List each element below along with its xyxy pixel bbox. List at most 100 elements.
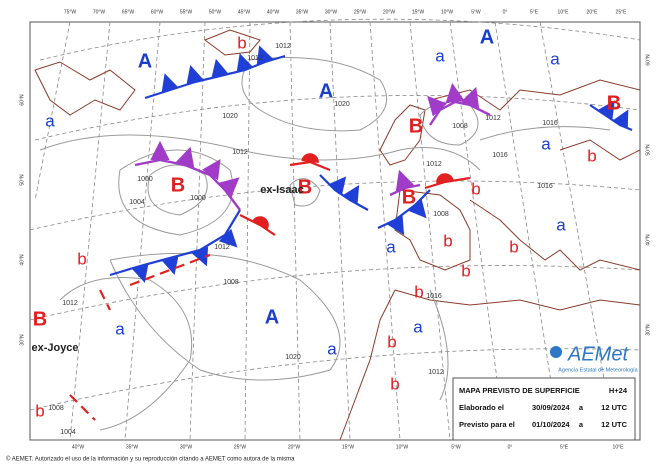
pressure-center: A bbox=[138, 50, 152, 72]
pressure-center: A bbox=[480, 26, 494, 48]
pressure-center: a bbox=[327, 339, 337, 358]
longitude-label: 25°W bbox=[354, 9, 367, 15]
info-cell: 12 UTC bbox=[601, 403, 627, 412]
isobar-label: 1016 bbox=[542, 120, 558, 127]
storm-name: ex-Isaac bbox=[260, 184, 303, 196]
info-cell: 12 UTC bbox=[601, 420, 627, 429]
longitude-label: 20°E bbox=[587, 9, 599, 15]
pressure-center: b bbox=[461, 261, 470, 280]
longitude-label: 65°W bbox=[122, 9, 135, 15]
aemet-logo bbox=[550, 346, 562, 358]
pressure-center: B bbox=[402, 186, 416, 208]
info-box bbox=[452, 377, 636, 441]
longitude-label: 10°E bbox=[613, 444, 625, 450]
info-title: MAPA PREVISTO DE SUPERFICIE bbox=[459, 386, 580, 395]
latitude-label: 60°N bbox=[645, 54, 651, 66]
pressure-center: a bbox=[386, 237, 396, 256]
isobar-label: 1004 bbox=[60, 429, 76, 436]
pressure-center: a bbox=[550, 49, 560, 68]
latitude-label: 40°N bbox=[645, 234, 651, 246]
latitude-label: 30°N bbox=[645, 324, 651, 336]
pressure-center: B bbox=[171, 174, 185, 196]
pressure-center: b bbox=[587, 146, 596, 165]
pressure-center: b bbox=[443, 231, 452, 250]
isobar-label: 1020 bbox=[285, 354, 301, 361]
longitude-label: 35°W bbox=[126, 444, 139, 450]
longitude-label: 0° bbox=[508, 444, 513, 450]
copyright: © AEMET. Autorizado el uso de la informa… bbox=[6, 456, 295, 463]
isobar-label: 1000 bbox=[137, 176, 153, 183]
storm-name: ex-Joyce bbox=[31, 342, 78, 354]
isobar-label: 1012 bbox=[247, 55, 263, 62]
logo-subtitle: Agencia Estatal de Meteorología bbox=[558, 367, 638, 373]
info-cell: Previsto para el bbox=[459, 420, 515, 429]
isobar-label: 1012 bbox=[232, 149, 248, 156]
longitude-label: 55°W bbox=[180, 9, 193, 15]
longitude-label: 60°W bbox=[151, 9, 164, 15]
pressure-center: a bbox=[115, 319, 125, 338]
pressure-center: A bbox=[319, 80, 333, 102]
pressure-center: b bbox=[471, 179, 480, 198]
longitude-label: 5°E bbox=[560, 444, 569, 450]
isobar-label: 1016 bbox=[426, 293, 442, 300]
longitude-label: 5°W bbox=[471, 9, 481, 15]
info-cell: 30/09/2024 bbox=[532, 403, 570, 412]
pressure-center: a bbox=[556, 215, 566, 234]
isobar-label: 1008 bbox=[433, 211, 449, 218]
longitude-label: 10°W bbox=[441, 9, 454, 15]
pressure-center: b bbox=[390, 374, 399, 393]
pressure-center: B bbox=[33, 308, 47, 330]
coastlines bbox=[34, 29, 641, 441]
pressure-center: a bbox=[45, 111, 55, 130]
isobar-label: 1004 bbox=[129, 199, 145, 206]
isobar-label: 1012 bbox=[62, 300, 78, 307]
longitude-label: 20°W bbox=[383, 9, 396, 15]
longitude-label: 5°E bbox=[530, 9, 539, 15]
pressure-center: a bbox=[541, 134, 551, 153]
longitude-label: 40°W bbox=[72, 444, 85, 450]
longitude-label: 10°E bbox=[558, 9, 570, 15]
pressure-center: b bbox=[77, 249, 86, 268]
longitude-label: 50°W bbox=[209, 9, 222, 15]
logo-name: AEMet bbox=[567, 343, 629, 365]
fronts bbox=[69, 45, 633, 421]
pressure-center: b bbox=[237, 33, 246, 52]
isobar-label: 1008 bbox=[452, 123, 468, 130]
isobar-label: 1012 bbox=[275, 43, 291, 50]
info-cell: Elaborado el bbox=[459, 403, 504, 412]
info-cell: 01/10/2024 bbox=[532, 420, 570, 429]
isobar-label: 1012 bbox=[428, 369, 444, 376]
pressure-center: a bbox=[413, 317, 423, 336]
longitude-label: 70°W bbox=[93, 9, 106, 15]
isobar-label: 1012 bbox=[485, 115, 501, 122]
longitude-label: 30°W bbox=[325, 9, 338, 15]
map-frame bbox=[29, 21, 641, 441]
latitude-label: 50°N bbox=[19, 174, 25, 186]
pressure-center: B bbox=[607, 92, 621, 114]
longitude-label: 5°W bbox=[451, 444, 461, 450]
isobar-label: 1020 bbox=[222, 113, 238, 120]
info-cell: a bbox=[579, 403, 584, 412]
longitude-label: 30°W bbox=[180, 444, 193, 450]
longitude-label: 15°W bbox=[342, 444, 355, 450]
pressure-center: B bbox=[409, 115, 423, 137]
isobar-label: 1008 bbox=[48, 405, 64, 412]
longitude-label: 10°W bbox=[396, 444, 409, 450]
latitude-label: 40°N bbox=[19, 254, 25, 266]
latitude-label: 60°N bbox=[19, 94, 25, 106]
pressure-center: A bbox=[265, 306, 279, 328]
longitude-label: 0° bbox=[503, 9, 508, 15]
pressure-center: a bbox=[435, 46, 445, 65]
isobar-label: 1016 bbox=[537, 183, 553, 190]
latitude-label: 50°N bbox=[645, 144, 651, 156]
isobar-label: 1012 bbox=[214, 244, 230, 251]
longitude-label: 35°W bbox=[296, 9, 309, 15]
longitude-label: 20°W bbox=[288, 444, 301, 450]
pressure-center: b bbox=[387, 332, 396, 351]
latitude-label: 30°N bbox=[19, 334, 25, 346]
isobar-label: 1000 bbox=[190, 195, 206, 202]
pressure-center: b bbox=[414, 282, 423, 301]
pressure-center: b bbox=[35, 401, 44, 420]
isobar-label: 1016 bbox=[492, 152, 508, 159]
